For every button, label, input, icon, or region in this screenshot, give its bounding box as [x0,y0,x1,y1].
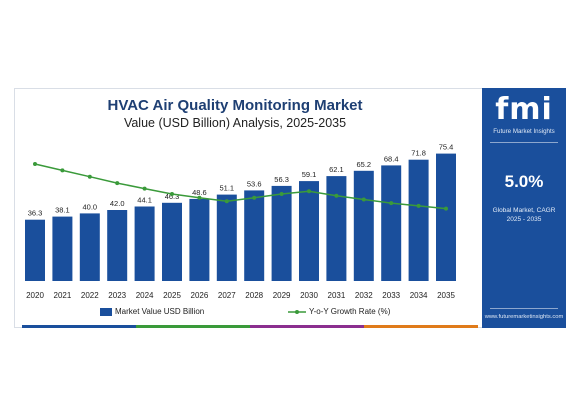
legend-bar-swatch [100,307,112,316]
growth-rate-point-2033 [389,201,394,206]
bar-2021 [52,216,73,281]
panel-divider [490,308,558,309]
bar-value-label: 65.2 [356,160,371,169]
bar-value-label: 68.4 [384,154,399,163]
bar-labels-group: 36.3 38.1 40.0 42.0 44.1 46.3 48.6 51.1 53.6 56.3… [28,143,454,218]
bar-2032 [353,170,374,281]
strip-segment [136,325,250,328]
growth-rate-point-2024 [142,186,147,191]
x-tick-label: 2032 [355,291,373,300]
bar-value-label: 44.1 [137,196,152,205]
bar-value-label: 51.1 [219,184,234,193]
bar-2023 [107,210,128,281]
x-tick-label: 2020 [26,291,44,300]
bar-value-label: 59.1 [302,170,317,179]
growth-rate-point-2028 [252,195,257,200]
growth-rate-line [34,163,447,210]
bar-2033 [381,165,402,281]
legend-line-swatch [288,309,306,314]
bar-2035 [436,153,456,281]
bar-2020 [25,219,45,281]
x-tick-label: 2022 [81,291,99,300]
bar-value-label: 62.1 [329,165,344,174]
bar-2027 [216,194,237,281]
bar-value-label: 38.1 [55,206,70,215]
growth-rate-point-2022 [87,174,92,179]
website-link: www.futuremarketinsights.com [484,314,564,320]
growth-rate-point-2027 [224,199,229,204]
growth-rate-point-2029 [279,192,284,196]
growth-rate-point-2032 [361,197,366,202]
x-tick-label: 2024 [136,291,154,300]
growth-rate-point-2021 [60,168,65,173]
cagr-value: 5.0% [504,172,544,191]
bar-2028 [244,190,265,281]
x-tick-label: 2027 [218,291,236,300]
bar-value-label: 40.0 [82,202,97,211]
legend-item-market-value: Market Value USD Billion [100,307,204,316]
bar-2030 [299,181,319,281]
growth-rate-point-2026 [197,195,202,200]
bars-group [25,153,456,281]
bar-2026 [189,198,210,281]
panel-divider [490,142,558,143]
growth-rate-point-2031 [334,193,339,198]
bar-2031 [326,176,347,281]
strip-segment [22,325,136,328]
growth-rate-point-2025 [170,192,174,196]
strip-segment [250,325,364,328]
growth-rate-point-2030 [307,189,311,194]
bar-2034 [408,159,429,281]
footer-color-strip [22,325,478,328]
bar-value-label: 46.3 [165,192,180,201]
x-tick-label: 2029 [273,291,291,300]
logo-subtitle: Future Market Insights [493,128,555,135]
bar-value-label: 42.0 [110,199,125,208]
bar-2029 [271,185,292,281]
strip-segment [364,325,478,328]
x-tick-label: 2033 [382,291,400,300]
x-tick-label: 2035 [437,291,455,300]
chart-title: HVAC Air Quality Monitoring Market [107,97,363,114]
bar-value-label: 71.8 [411,149,426,158]
growth-rate-point-2034 [416,203,421,208]
bar-2025 [162,202,182,281]
x-tick-labels-group: 2020 2021 2022 2023 2024 2025 2026 2027 2028 2029… [26,291,455,300]
bar-value-label: 48.6 [192,188,207,197]
bar-value-label: 36.3 [28,209,43,218]
bar-2024 [134,206,155,281]
legend-item-growth-rate: Y-o-Y Growth Rate (%) [288,307,390,316]
fmi-logo: fmi [495,92,553,127]
legend-label-market-value: Market Value USD Billion [115,307,205,316]
cagr-label: Global Market, CAGR 2025 - 2035 [492,207,556,223]
x-tick-label: 2028 [245,291,263,300]
legend-label-growth-rate: Y-o-Y Growth Rate (%) [309,307,391,316]
x-tick-label: 2031 [328,291,346,300]
bar-2022 [79,213,100,281]
x-tick-label: 2034 [410,291,428,300]
chart-subtitle: Value (USD Billion) Analysis, 2025-2035 [123,116,347,130]
x-tick-label: 2030 [300,291,318,300]
growth-line-group [33,162,448,211]
x-tick-label: 2023 [108,291,126,300]
side-panel: fmi Future Market Insights 5.0% Global M… [482,88,566,328]
growth-rate-point-2023 [115,181,120,186]
growth-rate-point-2020 [33,162,37,166]
growth-rate-point-2035 [444,206,448,211]
x-tick-label: 2025 [163,291,181,300]
x-tick-label: 2021 [54,291,72,300]
bar-value-label: 75.4 [439,143,454,152]
bar-value-label: 53.6 [247,179,262,188]
bar-value-label: 56.3 [274,175,289,184]
x-tick-label: 2026 [191,291,209,300]
